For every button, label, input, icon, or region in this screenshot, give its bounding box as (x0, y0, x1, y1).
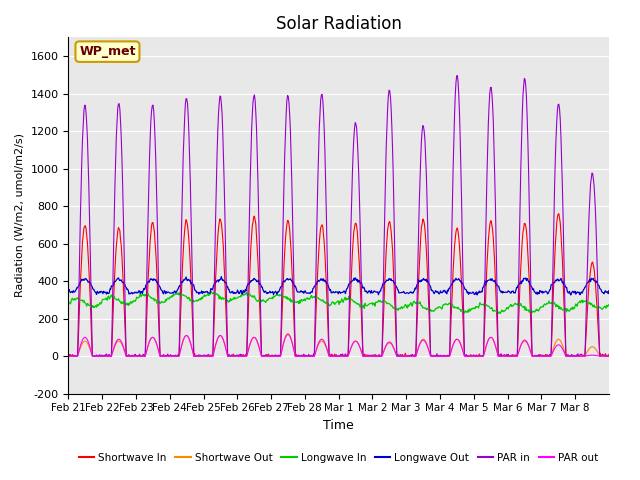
X-axis label: Time: Time (323, 419, 354, 432)
Line: Longwave Out: Longwave Out (68, 276, 609, 295)
Longwave Out (426, 281, 433, 287)
Shortwave Out (275, 353, 282, 359)
Longwave In (426, 308, 433, 313)
PAR out (275, 353, 282, 359)
Shortwave In (129, 352, 136, 358)
Longwave In (207, 289, 215, 295)
Line: Shortwave In: Shortwave In (68, 214, 609, 356)
PAR out (284, 332, 291, 337)
Shortwave Out (605, 353, 612, 359)
Longwave In (495, 311, 502, 316)
PAR out (395, 353, 403, 359)
Shortwave Out (426, 348, 433, 354)
Longwave Out (605, 288, 612, 294)
Longwave Out (228, 288, 236, 294)
PAR out (426, 349, 433, 355)
PAR in (227, 353, 235, 359)
Longwave Out (65, 288, 72, 293)
PAR in (605, 353, 612, 359)
Longwave Out (255, 277, 262, 283)
Longwave Out (128, 289, 136, 295)
PAR in (394, 352, 402, 358)
Longwave In (275, 292, 283, 298)
PAR in (65, 353, 72, 359)
Shortwave Out (254, 341, 262, 347)
Line: Longwave In: Longwave In (68, 292, 609, 313)
Shortwave Out (395, 353, 403, 359)
Legend: Shortwave In, Shortwave Out, Longwave In, Longwave Out, PAR in, PAR out: Shortwave In, Shortwave Out, Longwave In… (74, 448, 603, 467)
Text: WP_met: WP_met (79, 45, 136, 58)
Shortwave In (426, 316, 433, 322)
Longwave Out (275, 288, 283, 294)
Longwave In (605, 302, 612, 308)
PAR out (227, 353, 235, 359)
PAR in (254, 179, 262, 185)
Longwave In (395, 305, 403, 311)
Longwave Out (218, 274, 225, 279)
Line: PAR out: PAR out (68, 335, 609, 356)
PAR in (275, 353, 282, 359)
PAR out (65, 353, 72, 359)
Shortwave In (605, 351, 612, 357)
Line: PAR in: PAR in (68, 75, 609, 356)
Shortwave Out (128, 353, 136, 359)
Longwave In (255, 297, 262, 303)
Shortwave Out (227, 353, 235, 359)
Shortwave In (555, 211, 563, 216)
Longwave In (65, 300, 72, 305)
PAR in (128, 353, 136, 359)
Longwave Out (395, 290, 403, 296)
Longwave In (128, 300, 136, 306)
Shortwave In (65, 353, 72, 359)
Longwave Out (567, 292, 575, 298)
Title: Solar Radiation: Solar Radiation (276, 15, 401, 33)
Shortwave In (275, 353, 283, 359)
Line: Shortwave Out: Shortwave Out (68, 334, 609, 356)
Shortwave In (65, 353, 73, 359)
Y-axis label: Radiation (W/m2, umol/m2/s): Radiation (W/m2, umol/m2/s) (15, 133, 25, 298)
Shortwave In (228, 353, 236, 359)
Shortwave Out (284, 331, 291, 336)
Shortwave In (255, 275, 262, 280)
PAR in (454, 72, 461, 78)
Shortwave Out (65, 353, 72, 359)
PAR in (425, 257, 433, 263)
PAR out (605, 353, 612, 359)
Longwave In (228, 297, 236, 303)
PAR out (128, 353, 136, 359)
Shortwave In (395, 353, 403, 359)
PAR out (254, 341, 262, 347)
